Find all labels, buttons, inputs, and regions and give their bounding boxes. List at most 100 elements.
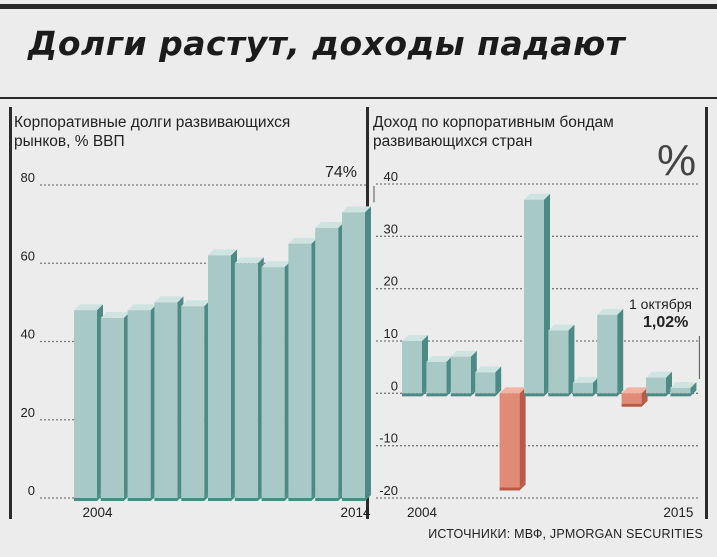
- sources-note: ИСТОЧНИКИ: МВФ, JPMORGAN SECURITIES: [428, 527, 703, 541]
- right-bar-side: [568, 324, 575, 394]
- right-bar-base: [572, 387, 599, 397]
- left-bar-top: [154, 296, 184, 303]
- left-y-tick-label: 40: [21, 327, 35, 342]
- left-bar-base: [181, 492, 211, 501]
- header-bottom-rule: [0, 97, 717, 99]
- right-bar: [426, 361, 447, 394]
- right-bar-top: [402, 335, 428, 341]
- right-bar-base: [450, 387, 477, 397]
- left-x-tick-label: 2004: [82, 505, 113, 520]
- left-chart-title: Корпоративные долги развивающихся рынков…: [14, 113, 290, 151]
- right-border: [705, 107, 708, 519]
- left-bar-base: [154, 492, 184, 501]
- right-bar-side: [519, 387, 526, 488]
- left-bar: [288, 243, 312, 498]
- right-x-tick-label: 2015: [663, 505, 693, 520]
- right-x-tick-label: 2004: [407, 505, 438, 520]
- left-bar: [100, 318, 124, 498]
- right-bar-top: [524, 193, 550, 200]
- right-bar-base: [402, 387, 428, 397]
- left-bar-base: [208, 492, 237, 501]
- right-bar-base: [548, 387, 575, 397]
- right-bar: [646, 377, 666, 394]
- left-bar-side: [365, 206, 371, 498]
- right-bar: [548, 330, 569, 394]
- left-bar-top: [208, 249, 237, 256]
- right-bar: [670, 387, 691, 394]
- right-bar-side: [617, 308, 624, 394]
- left-bar-base: [315, 492, 345, 501]
- right-bar-base: [524, 387, 550, 397]
- right-bar-base: [670, 387, 697, 397]
- right-chart-title: Доход по корпоративным бондам развивающи…: [373, 113, 614, 151]
- left-bar-base: [100, 492, 130, 501]
- left-title-line2: рынков, % ВВП: [14, 133, 125, 150]
- left-callout-74: 74%: [325, 164, 358, 181]
- right-y-tick-label: 0: [391, 378, 398, 393]
- left-y-tick-label: 20: [21, 405, 35, 420]
- right-bar-side: [690, 381, 697, 394]
- right-bar-base: [646, 387, 672, 397]
- right-bar-base: [597, 387, 624, 397]
- right-bar-base: [426, 387, 453, 397]
- left-bar-top: [288, 237, 318, 244]
- left-bar: [127, 310, 151, 498]
- right-bar-top: [499, 387, 526, 394]
- right-callout-date: 1 октября: [629, 296, 692, 312]
- right-bar: [475, 372, 496, 394]
- right-y-tick-label: -20: [379, 483, 398, 498]
- left-bar-base: [261, 492, 291, 501]
- right-bar-top: [646, 371, 672, 378]
- left-y-tick-label: 0: [28, 483, 35, 498]
- right-bar: [450, 356, 471, 394]
- left-bar-top: [261, 261, 291, 268]
- left-y-tick-label: 60: [21, 248, 35, 263]
- right-bar-base: [621, 397, 648, 407]
- left-bar-base: [288, 492, 318, 501]
- right-callout-value: 1,02%: [643, 314, 689, 331]
- right-title-line2: развивающихся стран: [373, 133, 533, 150]
- left-bar-base: [342, 492, 371, 501]
- right-bar-top: [475, 366, 502, 373]
- right-bar-side: [495, 366, 502, 394]
- left-bar-top: [100, 312, 130, 319]
- left-title-line1: Корпоративные долги развивающихся: [14, 114, 291, 131]
- right-bar-top: [426, 355, 453, 362]
- right-bar-top: [670, 381, 697, 388]
- left-bar: [154, 302, 178, 498]
- left-bar-top: [74, 304, 103, 311]
- right-bar-top: [572, 376, 599, 383]
- right-y-tick-label: 20: [384, 274, 398, 289]
- left-bar-base: [127, 492, 157, 501]
- right-bar-top: [597, 308, 624, 315]
- right-bar-base: [499, 481, 526, 491]
- left-bar-base: [234, 492, 264, 501]
- left-bar: [342, 212, 365, 498]
- percent-unit-sign: %: [657, 136, 697, 185]
- left-x-tick-label: 2014: [340, 505, 371, 520]
- right-bar: [572, 382, 593, 394]
- left-bar-top: [234, 257, 264, 264]
- left-bar-base: [74, 492, 103, 501]
- left-bar-top: [315, 222, 345, 229]
- right-bar: [621, 393, 642, 404]
- right-y-tick-label: 40: [384, 169, 398, 184]
- left-bar: [74, 310, 97, 498]
- right-bar: [597, 314, 618, 394]
- right-bar: [499, 393, 520, 488]
- right-bar-top: [450, 350, 477, 357]
- left-bar-top: [181, 300, 211, 307]
- headline: Долги растут, доходы падают: [28, 24, 626, 63]
- right-bar-top: [548, 324, 575, 331]
- right-bar-base: [475, 387, 502, 397]
- left-bar: [315, 228, 339, 498]
- left-bar: [261, 267, 285, 498]
- right-title-line1: Доход по корпоративным бондам: [373, 114, 614, 131]
- left-bar: [181, 306, 205, 498]
- left-border: [9, 107, 12, 519]
- right-y-tick-label: -10: [379, 431, 398, 446]
- right-y-tick-label: 10: [384, 326, 398, 341]
- header-top-rule: [0, 4, 717, 9]
